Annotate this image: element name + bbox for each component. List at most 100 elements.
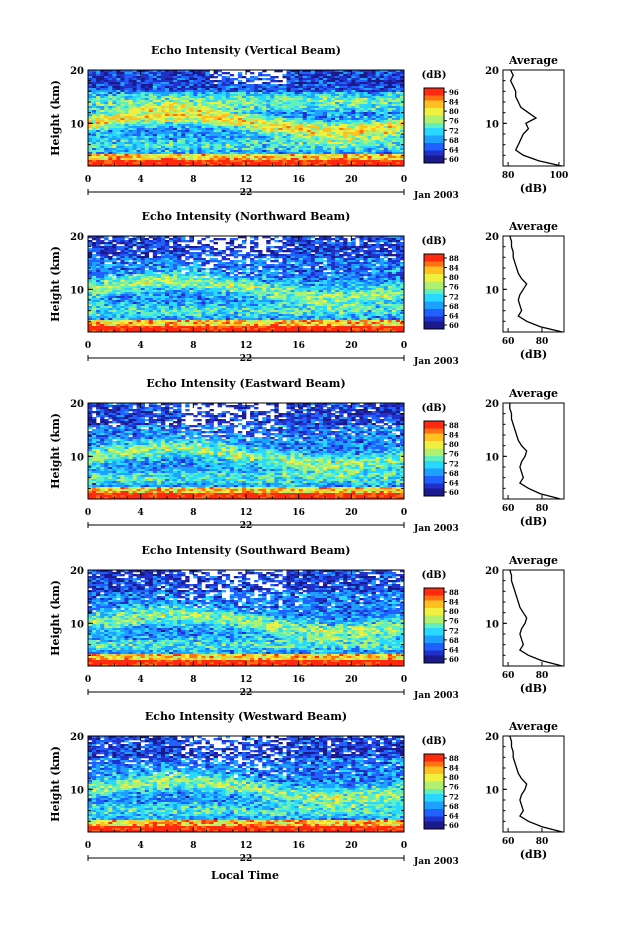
profile-x-tick-label: 80 bbox=[502, 171, 515, 181]
colorbar-unit: (dB) bbox=[422, 70, 447, 81]
colorbar-tick-label: 68 bbox=[449, 302, 459, 311]
x-tick-label: 16 bbox=[292, 675, 305, 685]
profile-title: Average bbox=[508, 220, 558, 233]
x-tick-label: 4 bbox=[138, 508, 144, 518]
y-axis-label: Height (km) bbox=[49, 746, 62, 822]
profile-y-tick-label: 10 bbox=[485, 119, 499, 130]
colorbar-tick-label: 84 bbox=[449, 431, 459, 440]
y-tick-label: 20 bbox=[70, 399, 84, 410]
colorbar-tick-label: 72 bbox=[449, 792, 459, 801]
chart-title: Echo Intensity (Eastward Beam) bbox=[146, 377, 345, 390]
colorbar-tick-label: 64 bbox=[449, 811, 459, 820]
x-tick-label: 20 bbox=[345, 675, 358, 685]
panel-2: Echo Intensity (Eastward Beam) 20 10 Height… bbox=[49, 377, 565, 534]
colorbar-tick-label: 96 bbox=[449, 88, 459, 97]
profile-x-tick-label: 60 bbox=[502, 337, 515, 347]
colorbar-tick-label: 64 bbox=[449, 311, 459, 320]
profile-line bbox=[509, 69, 562, 167]
colorbar bbox=[423, 753, 445, 830]
x-tick-label: 0 bbox=[85, 175, 91, 185]
x-tick-label: 0 bbox=[85, 841, 91, 851]
x-tick-label: 4 bbox=[138, 341, 144, 351]
profile-x-tick-label: 80 bbox=[536, 504, 549, 514]
colorbar bbox=[423, 253, 445, 330]
colorbar-tick-label: 80 bbox=[449, 773, 459, 782]
profile-x-label: (dB) bbox=[520, 682, 547, 695]
profile-y-tick-label: 10 bbox=[485, 285, 499, 296]
colorbar-tick-label: 76 bbox=[449, 117, 459, 126]
x-axis-label: Local Time bbox=[211, 869, 279, 882]
colorbar-tick-label: 68 bbox=[449, 469, 459, 478]
colorbar-tick-label: 72 bbox=[449, 626, 459, 635]
colorbar-tick-label: 68 bbox=[449, 636, 459, 645]
heatmap-cells bbox=[88, 403, 405, 500]
x-tick-label: 16 bbox=[292, 841, 305, 851]
colorbar-unit: (dB) bbox=[422, 736, 447, 747]
heatmap-cells bbox=[88, 236, 405, 333]
colorbar-tick-label: 80 bbox=[449, 107, 459, 116]
profile-y-tick-label: 20 bbox=[485, 399, 499, 410]
profile-x-label: (dB) bbox=[520, 848, 547, 861]
profile-frame bbox=[502, 402, 565, 500]
profile-title: Average bbox=[508, 720, 558, 733]
y-axis-label: Height (km) bbox=[49, 580, 62, 656]
x-tick-label: 16 bbox=[292, 508, 305, 518]
colorbar-tick-label: 88 bbox=[449, 588, 459, 597]
x-tick-label: 16 bbox=[292, 175, 305, 185]
x-tick-label: 8 bbox=[190, 175, 196, 185]
colorbar-tick-label: 88 bbox=[449, 254, 459, 263]
colorbar-unit: (dB) bbox=[422, 403, 447, 414]
profile-y-tick-label: 20 bbox=[485, 232, 499, 243]
colorbar bbox=[423, 587, 445, 664]
profile-y-tick-label: 10 bbox=[485, 785, 499, 796]
colorbar-tick-label: 84 bbox=[449, 764, 459, 773]
day-label: 22 bbox=[240, 521, 253, 531]
date-label: Jan 2003 bbox=[413, 524, 459, 534]
colorbar-tick-label: 84 bbox=[449, 598, 459, 607]
x-tick-label: 20 bbox=[345, 508, 358, 518]
y-axis-label: Height (km) bbox=[49, 246, 62, 322]
day-label: 22 bbox=[240, 354, 253, 364]
y-tick-label: 10 bbox=[70, 452, 84, 463]
y-axis-label: Height (km) bbox=[49, 413, 62, 489]
profile-x-tick-label: 60 bbox=[502, 504, 515, 514]
chart-title: Echo Intensity (Westward Beam) bbox=[145, 710, 347, 723]
y-tick-label: 10 bbox=[70, 619, 84, 630]
x-tick-label: 0 bbox=[401, 341, 407, 351]
colorbar-tick-label: 72 bbox=[449, 126, 459, 135]
panel-0: Echo Intensity (Vertical Beam) 20 10 Height… bbox=[49, 44, 568, 201]
profile-x-tick-label: 100 bbox=[550, 171, 569, 181]
x-tick-label: 12 bbox=[240, 341, 253, 351]
colorbar-tick-label: 68 bbox=[449, 136, 459, 145]
heatmap-cells bbox=[88, 736, 405, 833]
day-label: 22 bbox=[240, 854, 253, 864]
heatmap-cells bbox=[88, 570, 405, 667]
y-tick-label: 20 bbox=[70, 232, 84, 243]
profile-x-tick-label: 80 bbox=[536, 671, 549, 681]
colorbar-tick-label: 68 bbox=[449, 802, 459, 811]
x-tick-label: 0 bbox=[401, 175, 407, 185]
colorbar-tick-label: 72 bbox=[449, 292, 459, 301]
panel-1: Echo Intensity (Northward Beam) 20 10 Heigh… bbox=[49, 210, 565, 367]
colorbar-unit: (dB) bbox=[422, 236, 447, 247]
x-tick-label: 0 bbox=[85, 675, 91, 685]
x-tick-label: 8 bbox=[190, 841, 196, 851]
day-label: 22 bbox=[240, 688, 253, 698]
x-tick-label: 4 bbox=[138, 841, 144, 851]
profile-line bbox=[509, 735, 563, 833]
colorbar-tick-label: 72 bbox=[449, 459, 459, 468]
chart-title: Echo Intensity (Southward Beam) bbox=[142, 544, 351, 557]
panel-3: Echo Intensity (Southward Beam) 20 10 Heigh… bbox=[49, 544, 565, 701]
x-tick-label: 20 bbox=[345, 175, 358, 185]
colorbar-tick-label: 60 bbox=[449, 321, 459, 330]
colorbar bbox=[423, 420, 445, 497]
x-tick-label: 0 bbox=[401, 508, 407, 518]
profile-title: Average bbox=[508, 54, 558, 67]
date-label: Jan 2003 bbox=[413, 691, 459, 701]
y-tick-label: 20 bbox=[70, 732, 84, 743]
profile-x-tick-label: 80 bbox=[536, 837, 549, 847]
colorbar-tick-label: 80 bbox=[449, 607, 459, 616]
profile-x-tick-label: 60 bbox=[502, 671, 515, 681]
profile-y-tick-label: 20 bbox=[485, 732, 499, 743]
